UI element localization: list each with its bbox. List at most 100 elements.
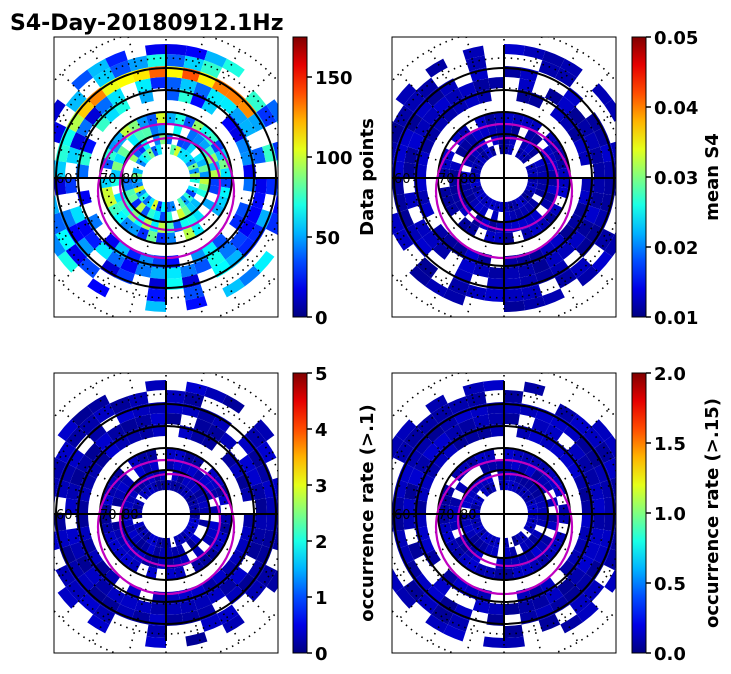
heatmap-cell — [134, 599, 152, 614]
heatmap-cell — [438, 522, 452, 535]
heatmap-cell — [133, 498, 145, 507]
heatmap-cell — [567, 230, 586, 250]
heatmap-cell — [397, 463, 415, 483]
heatmap-cell — [54, 212, 67, 235]
heatmap-cell — [132, 514, 143, 520]
heatmap-cell — [66, 223, 85, 244]
heatmap-cell — [465, 391, 487, 408]
heatmap-cell — [521, 284, 543, 301]
heatmap-cell — [438, 78, 459, 97]
heatmap-cell — [54, 567, 56, 572]
heatmap-cell — [559, 559, 577, 578]
heatmap-cell — [460, 178, 471, 185]
heatmap-cell — [106, 586, 126, 604]
heatmap-cell — [66, 448, 85, 469]
heatmap-cell — [537, 507, 548, 514]
heatmap-cell — [113, 153, 127, 165]
heatmap-cell — [511, 199, 520, 211]
heatmap-cell — [483, 566, 496, 580]
heatmap-cell — [169, 200, 177, 212]
heatmap-cell — [479, 461, 491, 475]
heatmap-cell — [93, 403, 116, 424]
heatmap-cell — [458, 258, 477, 275]
heatmap-cell — [504, 448, 515, 460]
heatmap-cell — [585, 559, 604, 580]
heatmap-cell — [76, 554, 94, 574]
heatmap-cell — [462, 381, 485, 397]
heatmap-cell — [472, 78, 490, 93]
heatmap-cell — [76, 118, 94, 138]
heatmap-cell — [559, 114, 577, 133]
heatmap-cell — [583, 426, 605, 449]
heatmap-cell — [518, 486, 529, 498]
colorbar-label: occurrence rate (>.1) — [357, 404, 378, 621]
heatmap-cell — [94, 96, 114, 115]
heatmap-cell — [535, 267, 555, 285]
heatmap-cell — [69, 541, 86, 560]
colorbar-tick-label: 0.01 — [654, 308, 698, 329]
heatmap-cell — [131, 403, 151, 418]
heatmap-cell — [122, 500, 134, 509]
heatmap-cell — [523, 464, 537, 479]
heatmap-cell — [589, 146, 604, 164]
plot-area: 60 70 80 — [392, 37, 616, 317]
heatmap-cell — [251, 528, 266, 546]
heatmap-cell — [563, 585, 584, 605]
heatmap-cell — [493, 112, 504, 124]
heatmap-cell — [603, 457, 616, 480]
heatmap-cell — [176, 483, 186, 495]
heatmap-cell — [103, 194, 117, 208]
heatmap-cell — [155, 480, 163, 492]
heatmap-cell — [84, 566, 103, 586]
heatmap-cell — [182, 489, 194, 500]
heatmap-cell — [432, 432, 452, 451]
heatmap-cell — [543, 191, 557, 203]
heatmap-cell — [563, 423, 584, 443]
heatmap-cell — [185, 494, 197, 504]
heatmap-cell — [218, 186, 232, 199]
heatmap-cell — [422, 230, 441, 250]
heatmap-cell — [407, 468, 424, 487]
heatmap-cell — [166, 568, 177, 580]
heatmap-cell — [493, 568, 504, 580]
heatmap-cell — [150, 145, 159, 157]
heatmap-cell — [404, 192, 419, 210]
heatmap-cell — [567, 106, 586, 126]
heatmap-cell — [449, 161, 463, 172]
heatmap-cell — [173, 145, 182, 157]
heatmap-cell — [549, 595, 570, 614]
heatmap-cell — [549, 441, 568, 459]
heatmap-cell — [113, 489, 127, 501]
heatmap-cell — [211, 414, 232, 433]
heatmap-cell — [125, 428, 142, 445]
heatmap-cell — [397, 127, 415, 147]
heatmap-cell — [531, 594, 550, 611]
heatmap-cell — [573, 538, 590, 555]
heatmap-cell — [199, 507, 210, 514]
heatmap-cell — [251, 482, 266, 500]
heatmap-cell — [59, 463, 77, 483]
heatmap-cell — [237, 237, 257, 258]
heatmap-cell — [254, 514, 267, 530]
heatmap-cell — [146, 544, 156, 556]
heatmap-cell — [276, 496, 278, 514]
heatmap-cell — [537, 178, 548, 185]
heatmap-cell — [563, 87, 584, 107]
heatmap-cell — [145, 636, 166, 648]
heatmap-cell — [536, 500, 548, 509]
heatmap-cell — [465, 55, 487, 72]
heatmap-cell — [591, 250, 613, 273]
heatmap-cell — [166, 201, 172, 212]
heatmap-cell — [487, 123, 498, 137]
heatmap-cell — [554, 268, 577, 289]
heatmap-cell — [518, 599, 536, 614]
heatmap-cell — [614, 496, 616, 514]
heatmap-cell — [245, 426, 267, 449]
heatmap-cell — [512, 112, 525, 126]
heatmap-cell — [520, 227, 534, 241]
heatmap-cell — [262, 529, 277, 549]
heatmap-cell — [584, 132, 601, 151]
heatmap-cell — [395, 419, 417, 442]
heatmap-cell — [169, 480, 177, 492]
heatmap-cell — [87, 58, 110, 78]
